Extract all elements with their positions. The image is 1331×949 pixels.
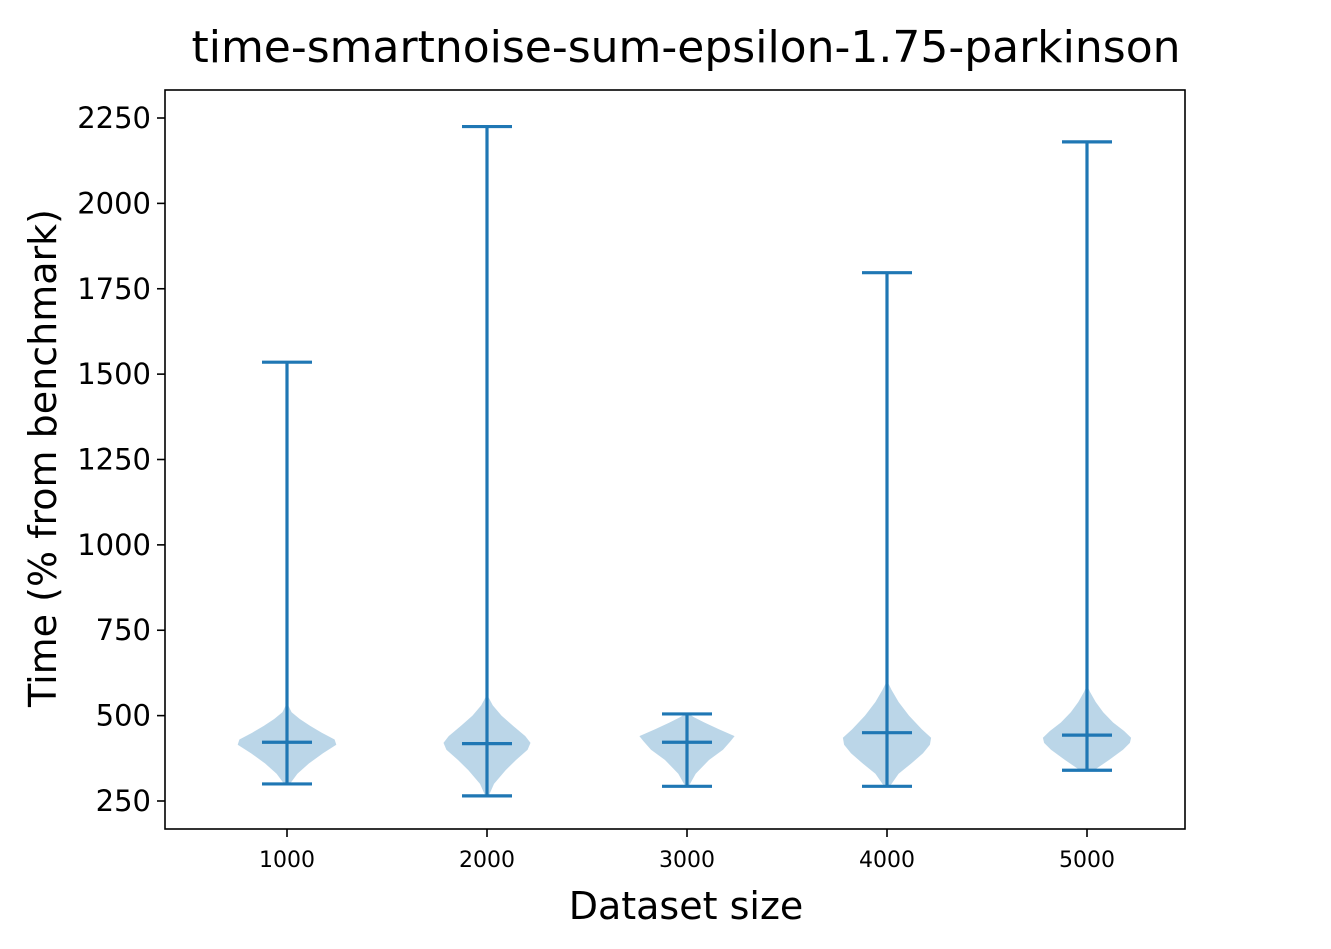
plot-area: 250 500 750 1000 1250 1500 1750 2000 2250 1000 200… (77, 89, 1186, 873)
x-tick-label-4000: 4000 (859, 848, 915, 873)
y-axis-label: Time (% from benchmark) (21, 209, 65, 708)
y-tick-label-2000: 2000 (77, 186, 151, 220)
y-tick-label-1000: 1000 (77, 528, 151, 562)
y-tick-label-1250: 1250 (77, 443, 151, 477)
y-tick-label-1750: 1750 (77, 272, 151, 306)
y-tick-label-500: 500 (96, 699, 151, 733)
y-tick-label-1500: 1500 (77, 357, 151, 391)
x-tick-label-5000: 5000 (1059, 848, 1115, 873)
x-tick-label-3000: 3000 (659, 848, 715, 873)
chart-title: time-smartnoise-sum-epsilon-1.75-parkins… (191, 22, 1180, 73)
y-tick-label-2250: 2250 (77, 101, 151, 135)
x-tick-label-1000: 1000 (259, 848, 315, 873)
y-tick-label-250: 250 (96, 784, 151, 818)
y-tick-label-750: 750 (96, 613, 151, 647)
plot-frame (164, 89, 1186, 830)
x-axis-label: Dataset size (569, 884, 804, 928)
x-tick-label-2000: 2000 (459, 848, 515, 873)
